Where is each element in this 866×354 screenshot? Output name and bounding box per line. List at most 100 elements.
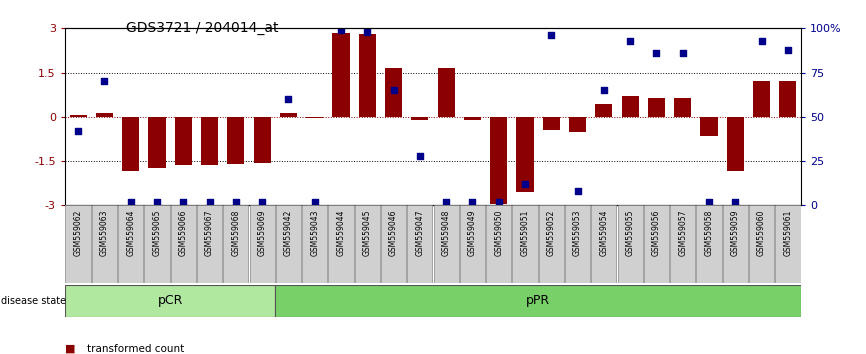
FancyBboxPatch shape	[486, 205, 511, 283]
FancyBboxPatch shape	[643, 205, 669, 283]
Text: GSM559060: GSM559060	[757, 209, 766, 256]
Point	[334, 27, 348, 33]
Text: GSM559054: GSM559054	[599, 209, 609, 256]
Text: GSM559062: GSM559062	[74, 209, 82, 256]
Bar	[359, 34, 376, 117]
Text: disease state: disease state	[1, 296, 66, 306]
Bar	[779, 81, 797, 117]
Bar	[254, 117, 271, 162]
Text: pCR: pCR	[158, 295, 183, 307]
Text: GSM559061: GSM559061	[784, 209, 792, 256]
Point	[545, 33, 559, 38]
Text: GSM559064: GSM559064	[126, 209, 135, 256]
Point	[413, 153, 427, 159]
Text: GSM559042: GSM559042	[284, 209, 293, 256]
Point	[439, 199, 453, 205]
FancyBboxPatch shape	[565, 205, 591, 283]
Bar	[490, 117, 507, 204]
Bar	[648, 98, 665, 117]
Point	[255, 199, 269, 205]
Bar	[701, 117, 718, 136]
Point	[624, 38, 637, 44]
FancyBboxPatch shape	[407, 205, 432, 283]
Bar	[411, 117, 429, 120]
FancyBboxPatch shape	[670, 205, 695, 283]
Text: GSM559059: GSM559059	[731, 209, 740, 256]
Text: GSM559045: GSM559045	[363, 209, 372, 256]
Point	[150, 199, 164, 205]
Bar	[65, 285, 275, 317]
Text: GSM559048: GSM559048	[442, 209, 450, 256]
Text: GSM559052: GSM559052	[546, 209, 556, 256]
FancyBboxPatch shape	[539, 205, 564, 283]
Text: GDS3721 / 204014_at: GDS3721 / 204014_at	[126, 21, 278, 35]
Text: ■: ■	[65, 344, 79, 354]
Text: GSM559046: GSM559046	[389, 209, 398, 256]
Point	[71, 128, 85, 134]
Text: GSM559055: GSM559055	[625, 209, 635, 256]
FancyBboxPatch shape	[249, 205, 275, 283]
Text: GSM559065: GSM559065	[152, 209, 161, 256]
Point	[307, 199, 321, 205]
FancyBboxPatch shape	[66, 205, 91, 283]
Point	[229, 199, 242, 205]
FancyBboxPatch shape	[513, 205, 538, 283]
Bar	[675, 98, 691, 117]
Bar	[227, 117, 244, 164]
Point	[754, 38, 768, 44]
Bar	[516, 117, 533, 192]
FancyBboxPatch shape	[145, 205, 170, 283]
Text: GSM559049: GSM559049	[468, 209, 477, 256]
Point	[124, 199, 138, 205]
FancyBboxPatch shape	[328, 205, 353, 283]
Point	[781, 47, 795, 52]
Text: GSM559047: GSM559047	[416, 209, 424, 256]
Text: GSM559067: GSM559067	[205, 209, 214, 256]
Bar	[437, 68, 455, 117]
Bar	[595, 104, 612, 117]
Text: GSM559066: GSM559066	[178, 209, 188, 256]
Text: GSM559068: GSM559068	[231, 209, 241, 256]
Bar	[753, 81, 770, 117]
Bar	[464, 117, 481, 120]
Bar	[148, 117, 165, 167]
Bar	[96, 113, 113, 117]
FancyBboxPatch shape	[460, 205, 485, 283]
Point	[386, 87, 400, 93]
FancyBboxPatch shape	[749, 205, 774, 283]
Bar	[622, 96, 639, 117]
Bar	[280, 113, 297, 117]
Bar	[307, 117, 323, 118]
FancyBboxPatch shape	[775, 205, 800, 283]
Text: GSM559057: GSM559057	[678, 209, 688, 256]
Point	[675, 50, 689, 56]
FancyBboxPatch shape	[696, 205, 721, 283]
Text: GSM559069: GSM559069	[257, 209, 267, 256]
Text: GSM559051: GSM559051	[520, 209, 529, 256]
FancyBboxPatch shape	[171, 205, 196, 283]
FancyBboxPatch shape	[591, 205, 617, 283]
Bar	[727, 117, 744, 171]
Point	[177, 199, 191, 205]
Bar	[333, 33, 350, 117]
Bar	[122, 117, 139, 171]
FancyBboxPatch shape	[302, 205, 327, 283]
FancyBboxPatch shape	[223, 205, 249, 283]
Text: GSM559044: GSM559044	[337, 209, 346, 256]
Bar	[275, 285, 801, 317]
FancyBboxPatch shape	[617, 205, 643, 283]
FancyBboxPatch shape	[92, 205, 117, 283]
Bar	[175, 117, 191, 165]
Text: pPR: pPR	[526, 295, 550, 307]
Text: GSM559050: GSM559050	[494, 209, 503, 256]
Text: GSM559063: GSM559063	[100, 209, 109, 256]
Point	[492, 199, 506, 205]
Bar	[385, 68, 402, 117]
Bar	[201, 117, 218, 166]
Point	[518, 181, 532, 187]
Point	[98, 79, 112, 84]
FancyBboxPatch shape	[275, 205, 301, 283]
Point	[728, 199, 742, 205]
Point	[650, 50, 663, 56]
Text: GSM559056: GSM559056	[652, 209, 661, 256]
